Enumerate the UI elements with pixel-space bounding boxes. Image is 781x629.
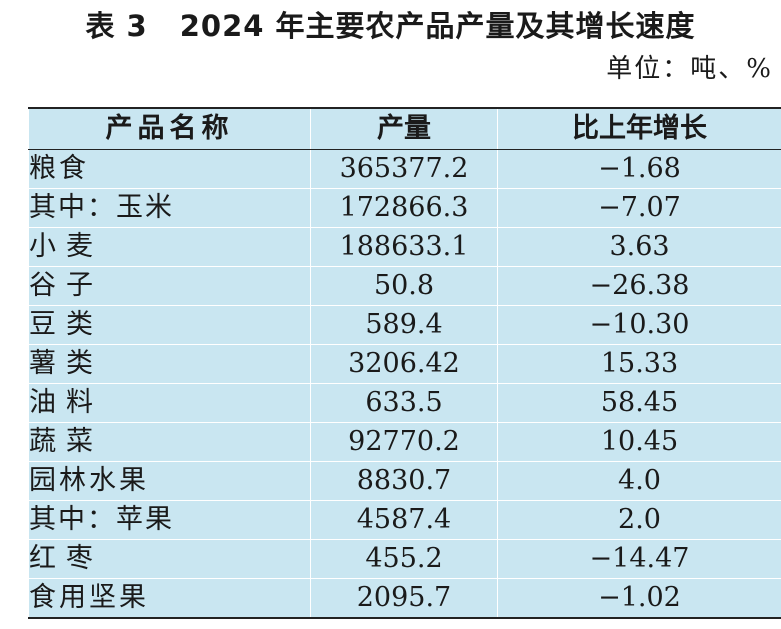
growth-value: −26.38 — [497, 266, 781, 306]
growth-value: 3.63 — [497, 227, 781, 267]
table-row: 园林水果 8830.7 4.0 — [28, 461, 781, 501]
table-title-text: 2024 年主要农产品产量及其增长速度 — [179, 9, 696, 43]
growth-value: 15.33 — [497, 344, 781, 384]
production-table: 产品名称 产量 比上年增长 粮食 365377.2 −1.68 其中：玉米 17… — [28, 107, 781, 619]
header-output: 产量 — [310, 107, 498, 150]
output-value: 50.8 — [310, 266, 498, 306]
table-row: 豆类 589.4 −10.30 — [28, 305, 781, 345]
growth-value: −1.02 — [497, 578, 781, 619]
product-name: 其中：玉米 — [28, 188, 311, 228]
table-row: 红枣 455.2 −14.47 — [28, 539, 781, 579]
table-row: 油料 633.5 58.45 — [28, 383, 781, 423]
header-row: 产品名称 产量 比上年增长 — [28, 107, 781, 150]
growth-value: −7.07 — [497, 188, 781, 228]
product-name: 小麦 — [28, 227, 311, 267]
growth-value: −14.47 — [497, 539, 781, 579]
output-value: 3206.42 — [310, 344, 498, 384]
growth-value: 2.0 — [497, 500, 781, 540]
product-name: 油料 — [28, 383, 311, 423]
product-name: 园林水果 — [28, 461, 311, 501]
table-row: 谷子 50.8 −26.38 — [28, 266, 781, 306]
growth-value: 10.45 — [497, 422, 781, 462]
output-value: 4587.4 — [310, 500, 498, 540]
unit-label: 单位：吨、% — [606, 54, 773, 84]
table-row: 蔬菜 92770.2 10.45 — [28, 422, 781, 462]
growth-value: −10.30 — [497, 305, 781, 345]
header-product-name: 产品名称 — [28, 107, 311, 150]
product-name: 薯类 — [28, 344, 311, 384]
output-value: 455.2 — [310, 539, 498, 579]
table-title: 表 3 2024 年主要农产品产量及其增长速度 — [0, 8, 781, 44]
product-name: 其中：苹果 — [28, 500, 311, 540]
table-row: 食用坚果 2095.7 −1.02 — [28, 578, 781, 619]
growth-value: 58.45 — [497, 383, 781, 423]
output-value: 589.4 — [310, 305, 498, 345]
table-row: 粮食 365377.2 −1.68 — [28, 149, 781, 189]
table-row: 其中：玉米 172866.3 −7.07 — [28, 188, 781, 228]
product-name: 粮食 — [28, 149, 311, 189]
output-value: 365377.2 — [310, 149, 498, 189]
table-row: 小麦 188633.1 3.63 — [28, 227, 781, 267]
table-number: 表 3 — [85, 9, 148, 43]
product-name: 食用坚果 — [28, 578, 311, 619]
output-value: 633.5 — [310, 383, 498, 423]
output-value: 188633.1 — [310, 227, 498, 267]
product-name: 蔬菜 — [28, 422, 311, 462]
output-value: 2095.7 — [310, 578, 498, 619]
output-value: 92770.2 — [310, 422, 498, 462]
growth-value: −1.68 — [497, 149, 781, 189]
header-growth: 比上年增长 — [497, 107, 781, 150]
growth-value: 4.0 — [497, 461, 781, 501]
product-name: 红枣 — [28, 539, 311, 579]
product-name: 谷子 — [28, 266, 311, 306]
output-value: 172866.3 — [310, 188, 498, 228]
table-row: 薯类 3206.42 15.33 — [28, 344, 781, 384]
product-name: 豆类 — [28, 305, 311, 345]
table-row: 其中：苹果 4587.4 2.0 — [28, 500, 781, 540]
output-value: 8830.7 — [310, 461, 498, 501]
